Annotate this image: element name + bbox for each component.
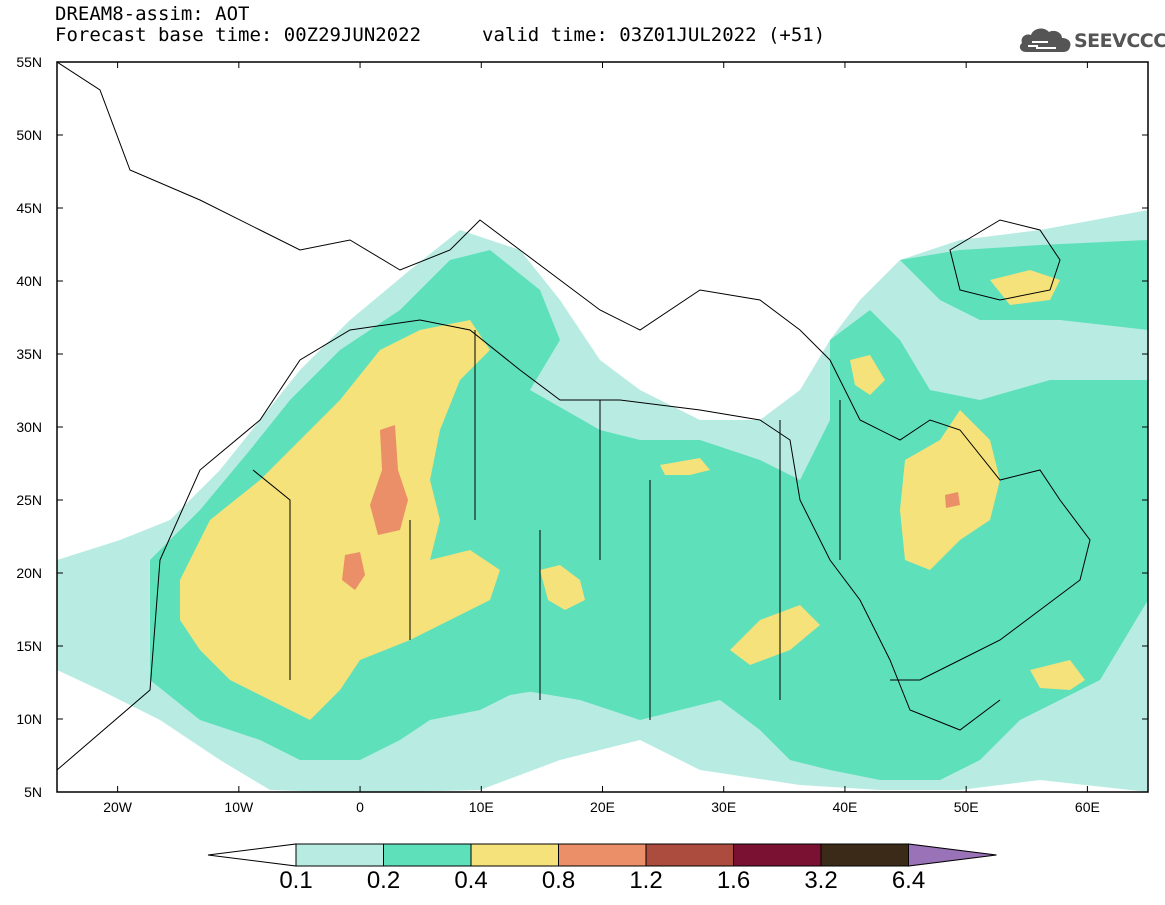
- lat-label: 20N: [16, 565, 42, 581]
- colorbar-label: 3.2: [804, 867, 838, 894]
- aot-field-yellow-iraq: [850, 355, 885, 395]
- model-title: DREAM8-assim: AOT: [55, 3, 250, 25]
- lat-label: 45N: [16, 200, 42, 216]
- lat-label: 50N: [16, 127, 42, 143]
- aot-field-orange-arabia: [945, 492, 960, 508]
- aot-field-yellow-caspian: [990, 270, 1060, 305]
- coastlines-and-borders: [57, 62, 1091, 771]
- lon-label: 10W: [224, 799, 254, 815]
- colorbar-label: 1.6: [716, 867, 751, 894]
- colorbar-label: 0.4: [454, 867, 488, 894]
- lon-label: 20E: [590, 799, 615, 815]
- coastline-caspian: [949, 219, 1061, 301]
- aot-field-yellow-sudan: [730, 605, 820, 665]
- colorbar-label: 1.2: [629, 867, 663, 894]
- base-time: Forecast base time: 00Z29JUN2022: [55, 24, 422, 46]
- lon-label: 0: [356, 799, 364, 815]
- coastline-europe: [57, 62, 831, 361]
- aot-field-orange-algeria: [370, 425, 408, 535]
- lon-label: 50E: [953, 799, 979, 815]
- aot-field-yellow-chad: [540, 565, 585, 610]
- lon-label: 60E: [1074, 799, 1100, 815]
- lon-label: 30E: [711, 799, 737, 815]
- lat-label: 40N: [16, 273, 42, 289]
- colorbar-label: 6.4: [891, 867, 926, 894]
- axis-ticks: [57, 61, 1148, 793]
- cloud-logo-icon: [1019, 28, 1071, 52]
- aot-field-yellow-arabia: [900, 410, 1000, 570]
- lat-label: 25N: [16, 492, 42, 508]
- colorbar-box: [733, 843, 822, 867]
- colorbar-box: [383, 843, 472, 867]
- colorbar-label: 0.8: [541, 867, 576, 894]
- border-lines: [252, 330, 841, 720]
- lon-label: 20W: [103, 799, 132, 815]
- colorbar-box: [558, 843, 647, 867]
- colorbar-over-arrow: [908, 843, 997, 867]
- valid-time: valid time: 03Z01JUL2022 (+51): [482, 24, 826, 46]
- lat-label: 35N: [16, 346, 42, 362]
- coastline-africa: [57, 319, 1001, 771]
- colorbar-box: [295, 843, 384, 867]
- logo-text: SEEVCCC: [1074, 30, 1165, 52]
- lon-label: 10E: [468, 799, 494, 815]
- colorbar-under-arrow: [207, 843, 297, 867]
- lon-label: 40E: [832, 799, 858, 815]
- colorbar-label: 0.1: [279, 867, 313, 894]
- lat-label: 55N: [16, 54, 42, 70]
- aot-field-yellow-oman: [1030, 660, 1085, 690]
- colorbar-label: 0.2: [366, 867, 401, 894]
- colorbar-box: [470, 843, 559, 867]
- aot-fields: [57, 210, 1148, 792]
- aot-field-yellow-sahara: [180, 320, 500, 720]
- colorbar: [207, 843, 997, 867]
- colorbar-box: [645, 843, 734, 867]
- aot-field-yellow-egypt: [660, 458, 710, 475]
- lat-label: 5N: [24, 784, 42, 800]
- aot-field-orange-mali: [342, 552, 365, 590]
- lat-label: 15N: [16, 638, 42, 654]
- lat-label: 10N: [16, 711, 42, 727]
- coastline-arabia: [829, 359, 1091, 681]
- lat-label: 30N: [16, 419, 42, 435]
- colorbar-box: [820, 843, 909, 867]
- seevccc-logo: SEEVCCC: [1018, 22, 1165, 58]
